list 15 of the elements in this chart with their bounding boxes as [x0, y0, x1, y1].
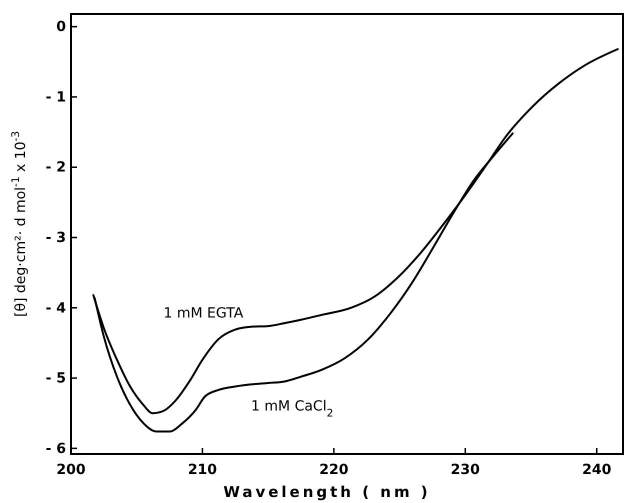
series-label: 1 mM EGTA: [164, 306, 244, 322]
y-tick-label: - 2: [46, 160, 66, 176]
x-tick-label: 230: [450, 462, 480, 478]
x-axis-title: Wavelength ( nm ): [223, 483, 431, 501]
x-tick-label: 200: [56, 462, 86, 478]
x-tick-label: 210: [188, 462, 218, 478]
y-tick-label: - 6: [46, 440, 66, 457]
y-tick-label: - 4: [46, 300, 66, 316]
y-tick-label: 0: [56, 19, 66, 36]
y-tick-label: - 1: [46, 89, 66, 106]
y-tick-label: - 5: [46, 370, 66, 387]
x-tick-label: 240: [582, 462, 612, 478]
x-tick-label: 220: [319, 462, 349, 478]
y-tick-label: - 3: [46, 230, 66, 246]
series-label: 1 mM CaCl$_{2}$: [251, 398, 334, 420]
